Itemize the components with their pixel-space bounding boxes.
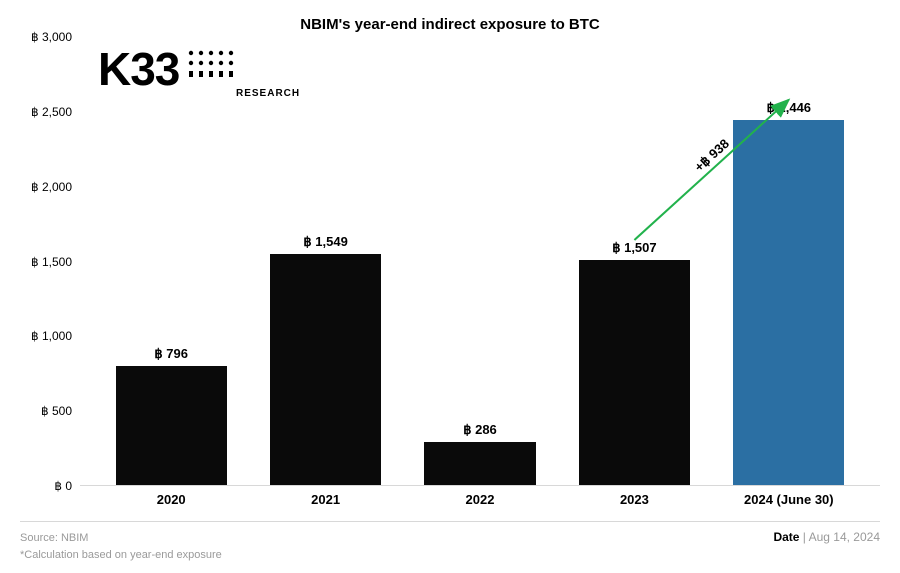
x-tick-label: 2022 <box>403 492 557 507</box>
bar-column: ฿ 286 <box>403 37 557 485</box>
k33-logo: K33 RESEARCH <box>98 42 247 96</box>
date-value: Aug 14, 2024 <box>809 530 880 544</box>
bar <box>733 120 844 485</box>
bar <box>270 254 381 485</box>
source-text: Source: NBIM <box>20 530 222 547</box>
bar-value-label: ฿ 1,507 <box>612 240 656 256</box>
bar-value-label: ฿ 286 <box>463 422 497 438</box>
date-label: Date <box>773 530 799 544</box>
bar-column: ฿ 1,549 <box>248 37 402 485</box>
bar-column: ฿ 1,507 <box>557 37 711 485</box>
footer-left: Source: NBIM *Calculation based on year-… <box>20 530 222 563</box>
x-tick-label: 2020 <box>94 492 248 507</box>
footer: Source: NBIM *Calculation based on year-… <box>20 521 880 563</box>
logo-text: K33 <box>98 42 179 96</box>
logo-dots-icon <box>187 47 247 92</box>
chart-area: ฿ 0฿ 500฿ 1,000฿ 1,500฿ 2,000฿ 2,500฿ 3,… <box>20 37 880 486</box>
y-tick: ฿ 2,000 <box>31 180 72 194</box>
plot-area: ฿ 796฿ 1,549฿ 286฿ 1,507฿ 2,446 +฿ 938 <box>80 37 880 486</box>
bar-value-label: ฿ 1,549 <box>303 234 347 250</box>
x-axis: 20202021202220232024 (June 30) <box>20 486 880 507</box>
y-axis: ฿ 0฿ 500฿ 1,000฿ 1,500฿ 2,000฿ 2,500฿ 3,… <box>20 37 80 486</box>
y-tick: ฿ 1,000 <box>31 329 72 343</box>
chart-container: NBIM's year-end indirect exposure to BTC… <box>0 0 900 573</box>
chart-title: NBIM's year-end indirect exposure to BTC <box>20 16 880 33</box>
y-tick: ฿ 500 <box>41 404 72 418</box>
bars-group: ฿ 796 ฿ 1,549 ฿ 286 ฿ 1,507 ฿ 2,446 <box>80 37 880 485</box>
bar-column: ฿ 796 <box>94 37 248 485</box>
x-tick-label: 2024 (June 30) <box>712 492 866 507</box>
y-tick: ฿ 3,000 <box>31 30 72 44</box>
bar-column: ฿ 2,446 <box>712 37 866 485</box>
footer-note: *Calculation based on year-end exposure <box>20 547 222 564</box>
y-tick: ฿ 0 <box>54 479 72 493</box>
x-tick-label: 2021 <box>248 492 402 507</box>
date-sep: | <box>799 530 808 544</box>
bar-value-label: ฿ 2,446 <box>767 100 811 116</box>
logo-subtext: RESEARCH <box>236 88 300 99</box>
bar <box>579 260 690 485</box>
x-tick-label: 2023 <box>557 492 711 507</box>
bar <box>424 442 535 485</box>
footer-right: Date | Aug 14, 2024 <box>773 530 880 544</box>
bar-value-label: ฿ 796 <box>154 346 188 362</box>
y-tick: ฿ 1,500 <box>31 255 72 269</box>
bar <box>116 366 227 485</box>
y-tick: ฿ 2,500 <box>31 105 72 119</box>
